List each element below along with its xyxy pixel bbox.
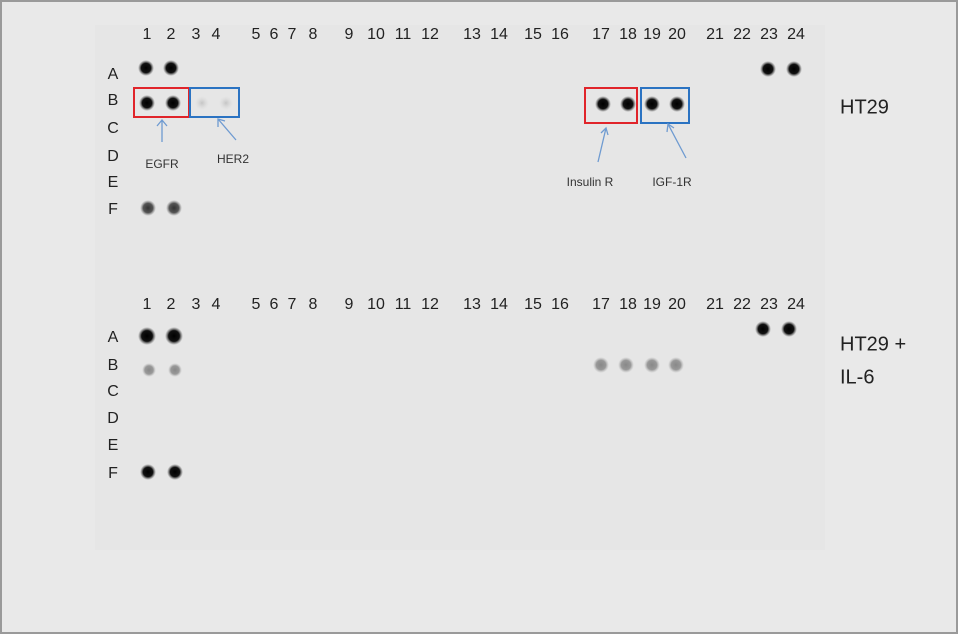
column-label: 18 bbox=[619, 26, 637, 43]
column-label: 4 bbox=[212, 296, 221, 313]
row-label: C bbox=[107, 120, 119, 137]
sample-label: IL-6 bbox=[840, 366, 874, 388]
column-label: 12 bbox=[421, 296, 439, 313]
column-label: 11 bbox=[395, 296, 412, 313]
row-label: B bbox=[108, 92, 119, 109]
column-label: 17 bbox=[592, 296, 610, 313]
column-label: 1 bbox=[143, 296, 152, 313]
column-label: 3 bbox=[192, 26, 201, 43]
row-label: E bbox=[108, 437, 119, 454]
column-label: 13 bbox=[463, 26, 481, 43]
column-label: 15 bbox=[524, 26, 542, 43]
column-label: 23 bbox=[760, 296, 778, 313]
column-label: 24 bbox=[787, 296, 805, 313]
column-label: 18 bbox=[619, 296, 637, 313]
annotation: Insulin R bbox=[567, 175, 614, 189]
column-label: 19 bbox=[643, 296, 661, 313]
sample-label: HT29 + bbox=[840, 333, 906, 355]
column-label: 2 bbox=[167, 26, 176, 43]
annotation: IGF-1R bbox=[652, 175, 692, 189]
column-label: 12 bbox=[421, 26, 439, 43]
column-label: 23 bbox=[760, 26, 778, 43]
column-label: 16 bbox=[551, 26, 569, 43]
sample-label: HT29 bbox=[840, 96, 889, 118]
column-label: 14 bbox=[490, 296, 508, 313]
column-label: 10 bbox=[367, 26, 385, 43]
column-label: 11 bbox=[395, 26, 412, 43]
column-label: 2 bbox=[167, 296, 176, 313]
column-label: 5 bbox=[252, 296, 261, 313]
row-label: C bbox=[107, 383, 119, 400]
row-label: B bbox=[108, 357, 119, 374]
column-label: 19 bbox=[643, 26, 661, 43]
column-label: 8 bbox=[309, 26, 318, 43]
column-label: 7 bbox=[288, 296, 297, 313]
column-label: 20 bbox=[668, 296, 686, 313]
column-label: 5 bbox=[252, 26, 261, 43]
row-label: F bbox=[108, 465, 118, 482]
column-label: 9 bbox=[345, 26, 354, 43]
blot-figure: EGFR HER2 Insulin R IGF-1R HT29 HT29 + I… bbox=[0, 0, 958, 634]
column-label: 16 bbox=[551, 296, 569, 313]
column-label: 9 bbox=[345, 296, 354, 313]
row-label: A bbox=[108, 329, 119, 346]
column-label: 22 bbox=[733, 296, 751, 313]
annotation: HER2 bbox=[217, 152, 249, 166]
column-label: 24 bbox=[787, 26, 805, 43]
column-label: 20 bbox=[668, 26, 686, 43]
column-label: 15 bbox=[524, 296, 542, 313]
column-label: 8 bbox=[309, 296, 318, 313]
column-label: 6 bbox=[270, 26, 279, 43]
column-label: 14 bbox=[490, 26, 508, 43]
row-label: E bbox=[108, 174, 119, 191]
annotation: EGFR bbox=[145, 157, 179, 171]
row-label: D bbox=[107, 410, 119, 427]
column-label: 1 bbox=[143, 26, 152, 43]
column-label: 10 bbox=[367, 296, 385, 313]
column-label: 3 bbox=[192, 296, 201, 313]
column-label: 7 bbox=[288, 26, 297, 43]
column-label: 6 bbox=[270, 296, 279, 313]
column-label: 21 bbox=[706, 26, 724, 43]
column-label: 17 bbox=[592, 26, 610, 43]
column-label: 4 bbox=[212, 26, 221, 43]
column-label: 21 bbox=[706, 296, 724, 313]
row-label: F bbox=[108, 201, 118, 218]
row-label: D bbox=[107, 148, 119, 165]
row-label: A bbox=[108, 66, 119, 83]
column-label: 13 bbox=[463, 296, 481, 313]
column-label: 22 bbox=[733, 26, 751, 43]
